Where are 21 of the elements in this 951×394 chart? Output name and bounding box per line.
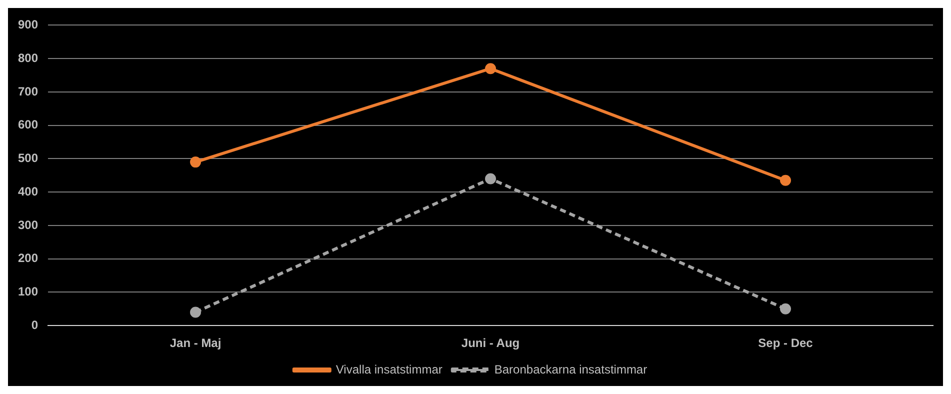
y-tick-label: 0	[31, 318, 38, 332]
legend-label: Baronbackarna insatstimmar	[494, 362, 648, 376]
y-tick-label: 500	[18, 151, 38, 166]
y-tick-label: 900	[18, 18, 38, 32]
point	[780, 174, 792, 186]
y-tick-label: 400	[18, 184, 38, 198]
point	[780, 303, 792, 314]
y-tick-label: 800	[18, 50, 38, 65]
point	[190, 156, 202, 168]
point	[190, 306, 202, 318]
x-tick-label: Juni - Aug	[461, 336, 520, 350]
y-tick-label: 700	[18, 84, 38, 98]
y-tick-label: 300	[18, 218, 38, 232]
x-tick-label: Sep - Dec	[758, 336, 814, 350]
point	[485, 63, 496, 74]
y-tick-label: 200	[18, 251, 38, 266]
y-tick-label: 100	[18, 284, 38, 299]
point	[485, 173, 496, 184]
legend-label: Vivalla insatstimmar	[336, 362, 442, 376]
x-tick-label: Jan - Maj	[170, 336, 222, 350]
y-tick-label: 600	[18, 118, 38, 132]
